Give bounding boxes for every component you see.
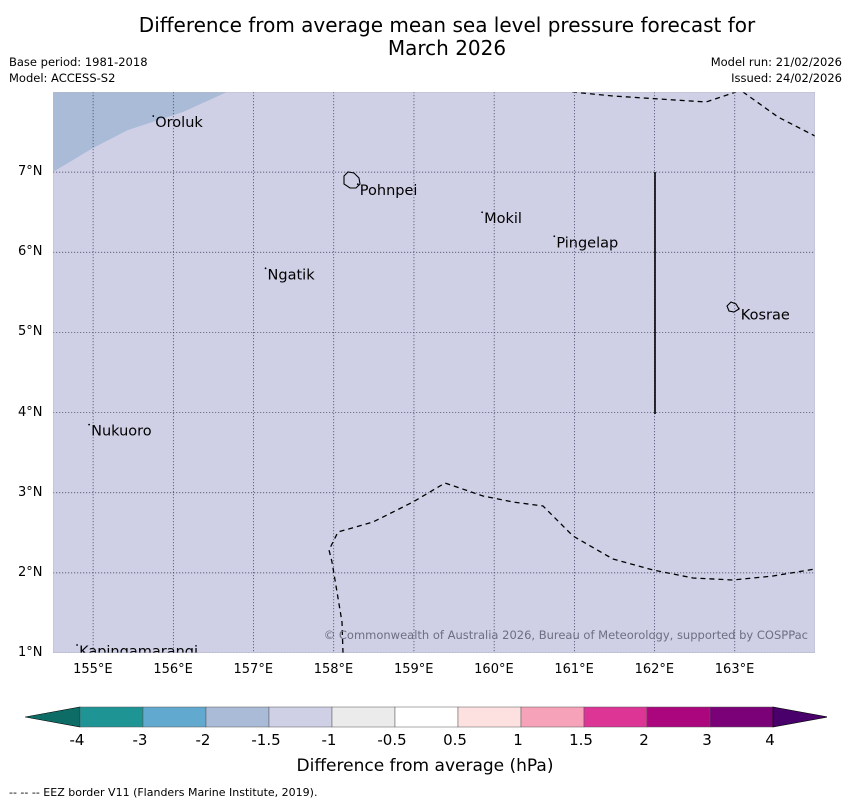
place-label: Mokil <box>484 211 522 227</box>
colorbar-segment <box>142 706 207 728</box>
colorbar-segment <box>520 706 585 728</box>
title-line-2: March 2026 <box>387 36 507 60</box>
colorbar <box>25 706 827 728</box>
latitude-label: 2°N <box>18 564 43 580</box>
colorbar-tick-label: -2 <box>195 731 211 749</box>
place-label: Pohnpei <box>360 183 418 199</box>
pohnpei-island <box>343 171 361 189</box>
colorbar-segment <box>79 706 144 728</box>
place-label: Pingelap <box>556 235 618 251</box>
eez-border-south <box>328 482 815 653</box>
colorbar-segment <box>268 706 333 728</box>
colorbar-tick-label: 3 <box>702 731 712 749</box>
place-marker <box>152 115 155 117</box>
colorbar-segment <box>331 706 396 728</box>
latitude-label: 3°N <box>18 484 43 500</box>
issued-date: Issued: 24/02/2026 <box>731 71 842 85</box>
place-label: Nukuoro <box>91 424 152 440</box>
place-marker <box>481 211 484 214</box>
longitude-label: 157°E <box>233 662 274 677</box>
longitude-label: 159°E <box>393 662 434 677</box>
latitude-label: 4°N <box>18 404 43 420</box>
latitude-label: 7°N <box>18 164 43 180</box>
colorbar-segment <box>646 706 711 728</box>
map-panel: Oroluk Pohnpei Mokil Pingelap Ngatik Kosrae Nu… <box>53 92 815 653</box>
colorbar-tick-label: -1 <box>321 731 337 749</box>
longitude-label: 162°E <box>634 662 675 677</box>
base-period: Base period: 1981-2018 <box>9 55 148 69</box>
place-marker <box>737 307 740 310</box>
footer-note: -- -- -- EEZ border V11 (Flanders Marine… <box>9 786 318 799</box>
longitude-label: 161°E <box>554 662 594 677</box>
longitude-label: 160°E <box>474 662 514 677</box>
latitude-label: 5°N <box>18 324 43 340</box>
colorbar-tick-label: 4 <box>765 731 775 749</box>
place-marker <box>264 267 267 270</box>
pressure-field-main <box>53 92 815 653</box>
colorbar-segment <box>394 706 459 728</box>
eez-border-north <box>571 92 815 137</box>
colorbar-label: Difference from average (hPa) <box>296 756 554 776</box>
model-run: Model run: 21/02/2026 <box>710 55 842 69</box>
colorbar-tick-label: -4 <box>69 731 85 749</box>
colorbar-extend-max <box>772 706 827 728</box>
model-name: Model: ACCESS-S2 <box>9 71 116 85</box>
colorbar-segment <box>583 706 648 728</box>
colorbar-tick-label: 1 <box>513 731 523 749</box>
place-marker <box>356 183 359 186</box>
eez-borders <box>328 92 815 653</box>
place-label: Kapingamarangi <box>79 644 198 653</box>
longitude-label: 163°E <box>714 662 755 677</box>
colorbar-segment <box>205 706 270 728</box>
place-label: Oroluk <box>155 115 203 131</box>
place-marker <box>88 423 90 426</box>
colorbar-segment <box>709 706 774 728</box>
latitude-label: 1°N <box>18 645 43 660</box>
place-labels: Oroluk Pohnpei Mokil Pingelap Ngatik Kosrae Nu… <box>76 115 790 653</box>
colorbar-segment <box>457 706 522 728</box>
place-marker <box>553 235 556 238</box>
longitude-label: 155°E <box>73 662 113 677</box>
place-label: Kosrae <box>741 307 790 323</box>
longitude-label: 156°E <box>153 662 193 677</box>
colorbar-tick-label: -3 <box>132 731 148 749</box>
copyright-text: © Commonwealth of Australia 2026, Bureau… <box>324 628 808 642</box>
colorbar-tick-label: 2 <box>639 731 649 749</box>
title-line-1: Difference from average mean sea level p… <box>138 13 756 37</box>
chart-title: Difference from average mean sea level p… <box>0 14 850 60</box>
place-marker <box>76 644 78 646</box>
colorbar-tick-label: -0.5 <box>377 731 407 749</box>
latitude-label: 6°N <box>18 244 43 260</box>
place-label: Ngatik <box>268 267 316 283</box>
pressure-field-low <box>53 92 227 172</box>
colorbar-extend-min <box>25 706 81 728</box>
colorbar-tick-label: -1.5 <box>251 731 281 749</box>
longitude-label: 158°E <box>313 662 354 677</box>
colorbar-tick-label: 1.5 <box>569 731 593 749</box>
colorbar-tick-label: 0.5 <box>443 731 467 749</box>
